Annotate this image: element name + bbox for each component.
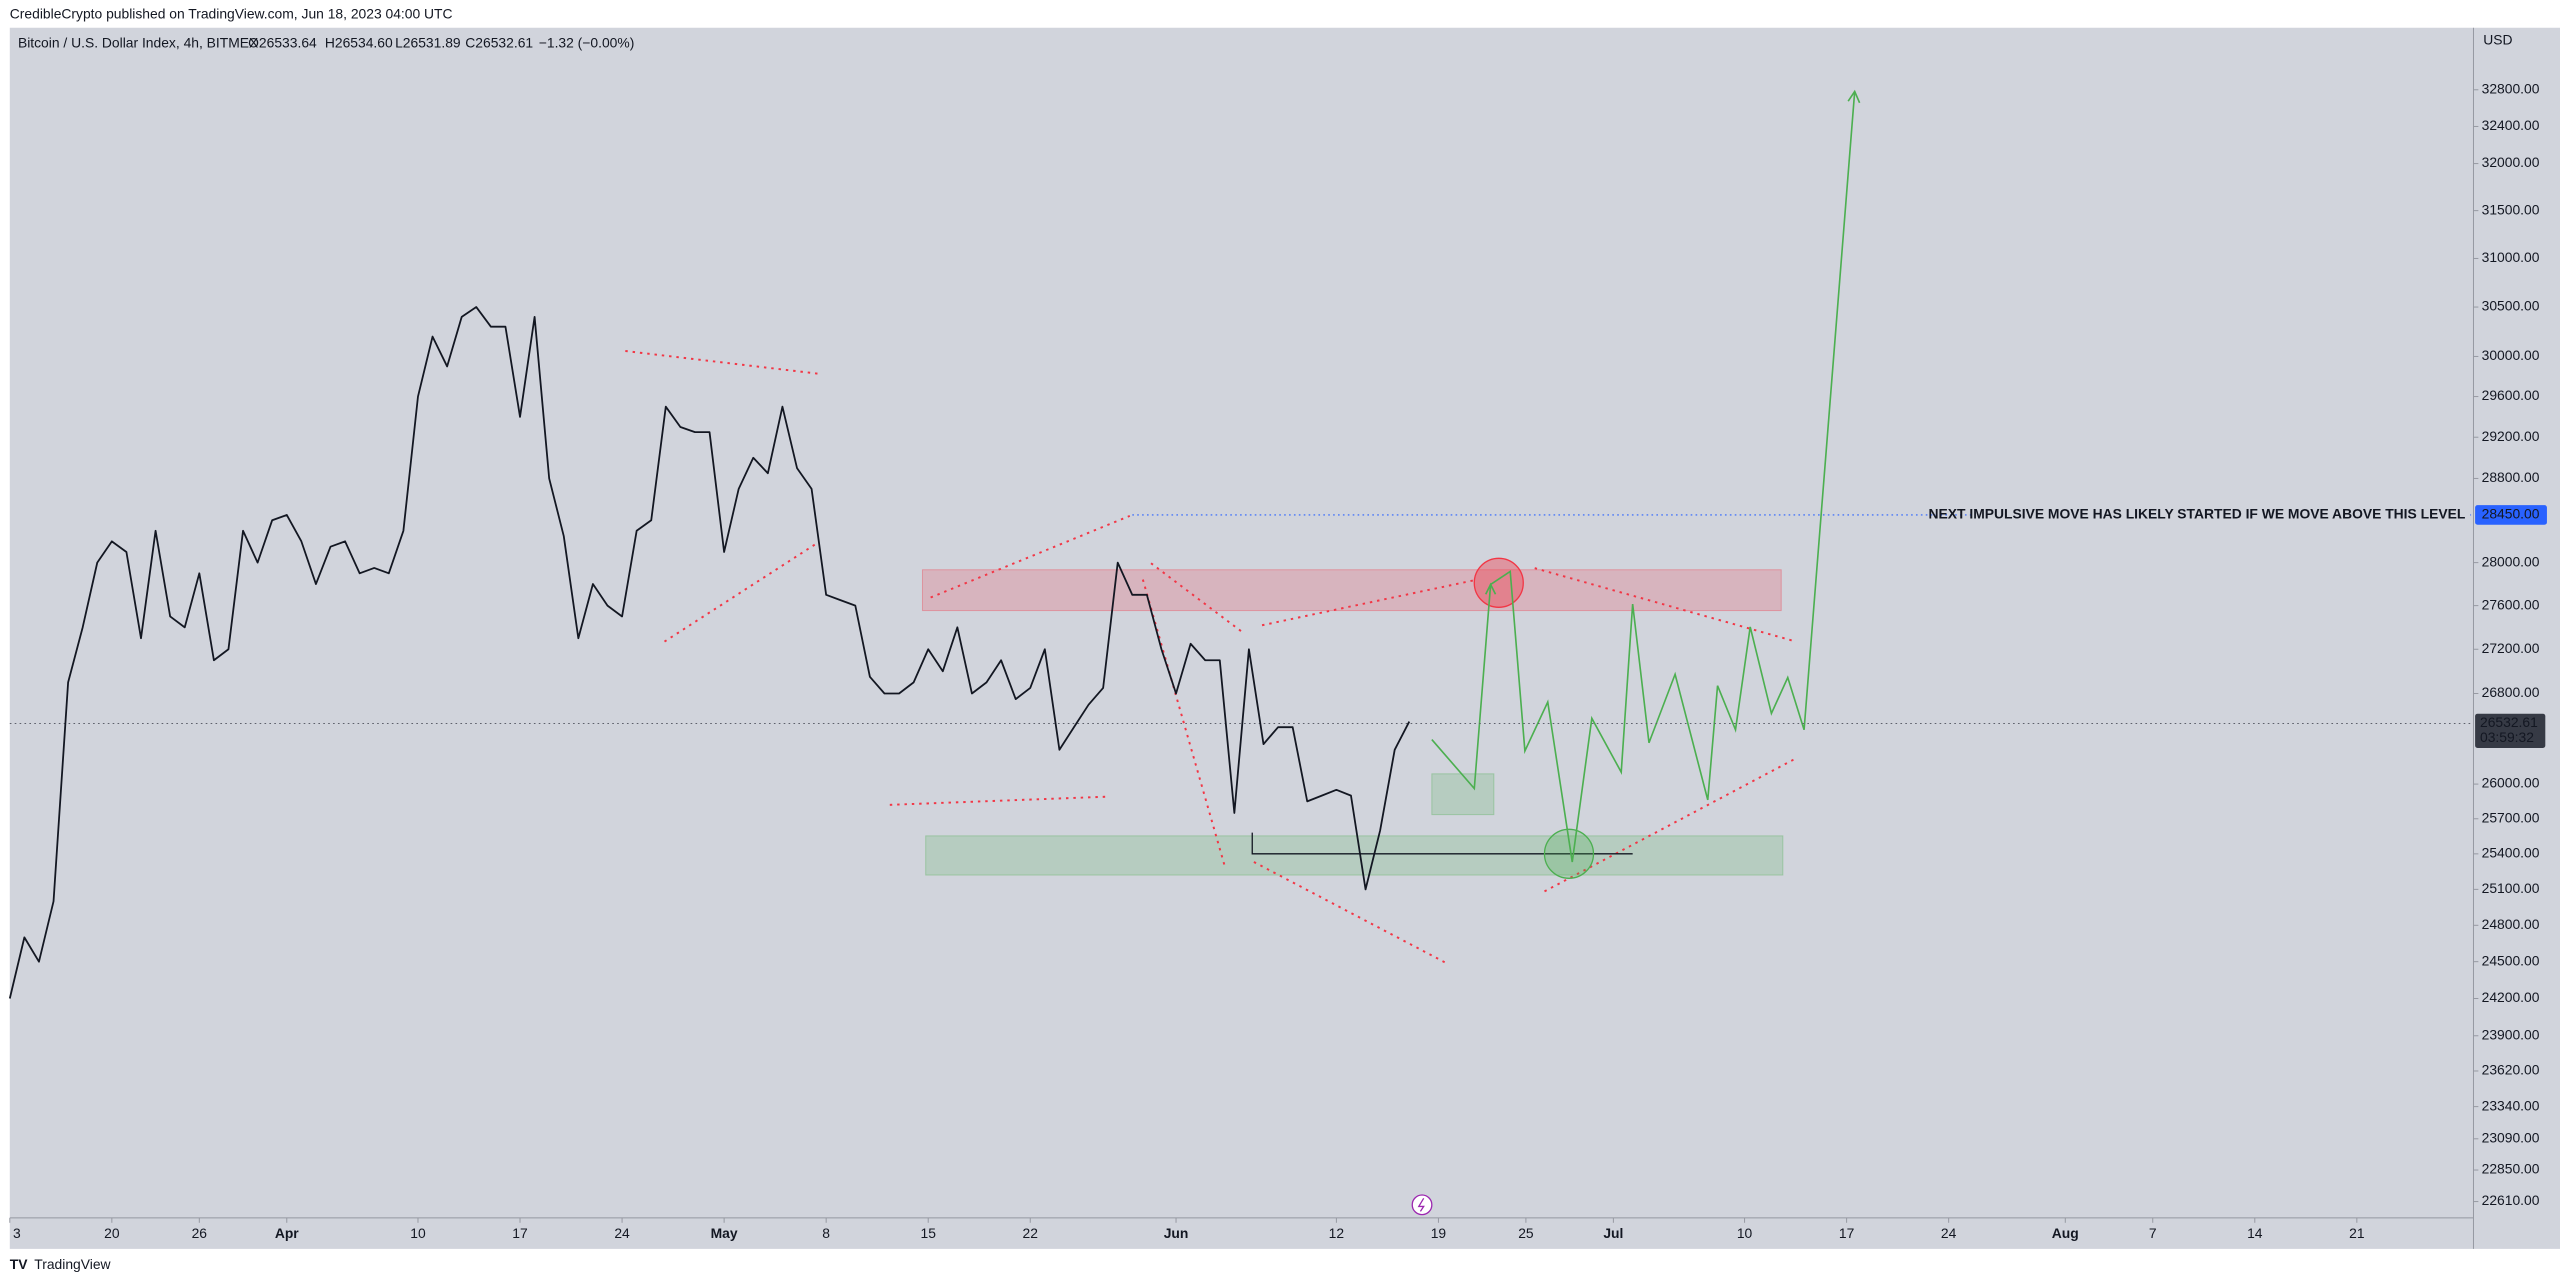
trendline [1150,562,1245,635]
plot-background [9,27,2474,1218]
y-tick-label: 29600.00 [2482,387,2540,403]
ohlc-value: H26534.60 [325,35,393,51]
x-tick-label: 15 [920,1225,936,1241]
currency: USD [2483,31,2512,47]
y-tick-label: 22610.00 [2482,1192,2540,1208]
attribution: CredibleCrypto published on TradingView.… [10,5,453,21]
support-zone [1431,773,1495,816]
footer-text: TradingView [34,1256,111,1272]
x-tick-label: Aug [2052,1225,2079,1241]
y-tick-label: 23620.00 [2482,1062,2540,1078]
event-icon-bolt [1417,1197,1425,1212]
ohlc-value: C26532.61 [465,35,533,51]
last-price-label: 26532.61 [2480,714,2538,730]
y-tick-label: 26000.00 [2482,775,2540,791]
ohlc-value: O26533.64 [248,35,317,51]
arrow-head [1847,89,1861,104]
y-tick-label: 31000.00 [2482,249,2540,265]
symbol-legend: Bitcoin / U.S. Dollar Index, 4h, BITMEX [18,35,258,51]
y-tick-label: 32400.00 [2482,117,2540,133]
x-tick-label: 21 [2349,1225,2365,1241]
price-line [8,306,1411,999]
ohlc-value: −1.32 (−0.00%) [539,35,635,51]
resistance-zone [921,569,1782,612]
y-tick-label: 32000.00 [2482,154,2540,170]
annotations [625,89,1861,1216]
footer-logo: TV TradingView [10,1256,112,1272]
support-line [1251,832,1633,855]
y-tick-label: 29200.00 [2482,428,2540,444]
x-tick-label: 25 [1518,1225,1534,1241]
countdown: 03:59:32 [2480,729,2534,745]
x-tick-label: 24 [614,1225,630,1241]
logo-mark: TV [10,1256,28,1272]
x-tick-label: 24 [1941,1225,1957,1241]
y-tick-label: 24200.00 [2482,989,2540,1005]
time-axis [9,1217,2474,1249]
ohlc-value: L26531.89 [395,35,461,51]
y-tick-label: 27200.00 [2482,640,2540,656]
level-text-bg [1972,505,2471,525]
y-tick-label: 25400.00 [2482,845,2540,861]
level-annotation: NEXT IMPULSIVE MOVE HAS LIKELY STARTED I… [1929,506,2466,522]
support-zone [925,835,1784,876]
y-tick-label: 23090.00 [2482,1129,2540,1145]
y-tick-label: 24500.00 [2482,952,2540,968]
x-tick-label: 17 [1839,1225,1855,1241]
x-tick-label: Jun [1164,1225,1189,1241]
y-tick-label: 30500.00 [2482,298,2540,314]
y-tick-label: 28000.00 [2482,553,2540,569]
level-price-label: 28450.00 [2482,506,2540,522]
last-price-box [2475,713,2546,748]
arrow-head [1484,582,1497,595]
x-tick-label: 14 [2247,1225,2263,1241]
y-tick-label: 23900.00 [2482,1026,2540,1042]
trendline [1534,567,1797,643]
trendline [1141,579,1226,866]
y-tick-label: 22850.00 [2482,1161,2540,1177]
target-circle [1473,557,1524,608]
y-tick-label: 32800.00 [2482,80,2540,96]
event-icon [1411,1194,1433,1216]
y-tick-label: 28800.00 [2482,469,2540,485]
x-tick-label: 10 [410,1225,426,1241]
x-tick-label: 26 [192,1225,208,1241]
y-tick-label: 31500.00 [2482,201,2540,217]
x-tick-label: Apr [275,1225,299,1241]
y-tick-label: 25100.00 [2482,880,2540,896]
y-tick-label: 23340.00 [2482,1097,2540,1113]
x-tick-label: 19 [1431,1225,1447,1241]
x-tick-label: Jul [1603,1225,1623,1241]
projected-path [1431,91,1856,863]
x-tick-label: 22 [1023,1225,1039,1241]
trendline [625,350,820,375]
x-tick-label: 7 [2149,1225,2157,1241]
target-circle [1543,828,1595,879]
x-tick-label: 12 [1329,1225,1345,1241]
x-tick-label: May [711,1225,738,1241]
level-price-box [2475,505,2547,525]
trendline [663,542,817,643]
price-axis [2473,27,2560,1249]
x-tick-label: 8 [822,1225,830,1241]
x-tick-label: 20 [104,1225,120,1241]
y-tick-label: 27600.00 [2482,596,2540,612]
y-tick-label: 26800.00 [2482,684,2540,700]
x-tick-label: 3 [13,1225,21,1241]
y-tick-label: 30000.00 [2482,347,2540,363]
x-tick-label: 17 [512,1225,528,1241]
y-tick-label: 25700.00 [2482,809,2540,825]
x-tick-label: 10 [1737,1225,1753,1241]
y-tick-label: 24800.00 [2482,916,2540,932]
